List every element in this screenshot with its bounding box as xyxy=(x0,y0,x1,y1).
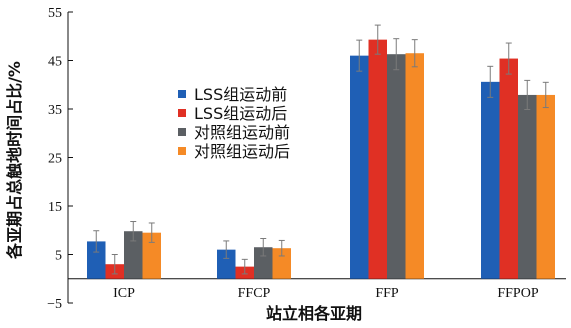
y-axis: −5 5 15 25 35 45 55 xyxy=(47,6,73,312)
x-tick-label: FFPOP xyxy=(497,286,538,301)
x-tick-label: ICP xyxy=(113,286,135,301)
bar xyxy=(518,94,537,279)
bar xyxy=(124,231,143,279)
x-axis-label: 站立相各亚期 xyxy=(266,304,362,323)
y-tick-label: 45 xyxy=(48,55,62,70)
bars xyxy=(87,24,555,279)
y-tick-label: 55 xyxy=(48,6,62,21)
legend-swatch xyxy=(178,128,186,136)
bar xyxy=(536,94,555,279)
y-tick-label: 15 xyxy=(48,200,62,215)
legend-swatch xyxy=(178,147,186,155)
bar xyxy=(499,58,518,279)
x-axis: ICP FFCP FFP FFPOP xyxy=(68,278,566,301)
bar xyxy=(254,247,273,279)
bar xyxy=(368,39,387,279)
legend-label: LSS组运动前 xyxy=(194,85,287,104)
legend-label: 对照组运动后 xyxy=(194,142,290,161)
bar xyxy=(387,54,406,279)
y-tick-label: 35 xyxy=(48,103,62,118)
legend-swatch xyxy=(178,90,186,98)
legend-swatch xyxy=(178,109,186,117)
y-axis-label: 各亚期占总触地时间占比/% xyxy=(5,61,24,260)
bar xyxy=(481,81,500,279)
y-tick-label: −5 xyxy=(47,297,62,312)
bar xyxy=(405,53,424,279)
bar xyxy=(350,55,369,279)
bar xyxy=(272,248,291,279)
y-tick-label: 5 xyxy=(55,249,62,264)
y-tick-label: 25 xyxy=(48,152,62,167)
x-tick-label: FFCP xyxy=(238,286,271,301)
bar xyxy=(217,249,236,279)
bar xyxy=(87,241,106,279)
legend-label: 对照组运动前 xyxy=(194,123,290,142)
legend-label: LSS组运动后 xyxy=(194,104,287,123)
bar xyxy=(142,232,161,279)
x-tick-label: FFP xyxy=(375,286,399,301)
